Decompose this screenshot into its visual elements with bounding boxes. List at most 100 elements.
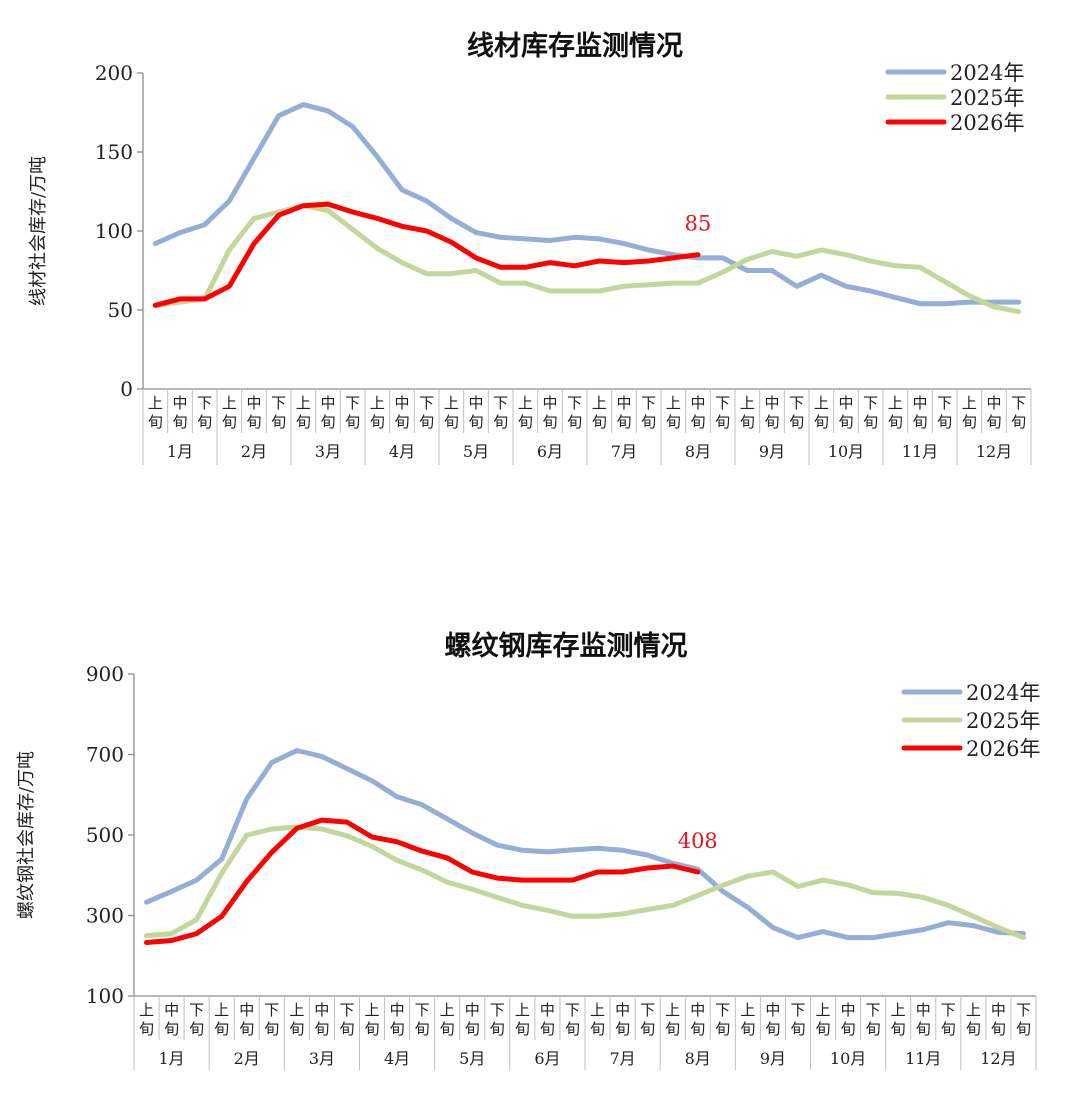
x-dekad-label: 上旬 — [590, 1001, 605, 1038]
x-month-label: 3月 — [315, 442, 341, 461]
x-dekad-label: 中旬 — [841, 1001, 856, 1038]
x-dekad-label: 上旬 — [966, 1001, 981, 1038]
x-month-label: 3月 — [309, 1049, 335, 1068]
x-dekad-label: 下旬 — [790, 1001, 805, 1038]
x-month-label: 10月 — [830, 1049, 866, 1068]
x-dekad-label: 下旬 — [567, 394, 582, 431]
x-dekad-label: 下旬 — [641, 394, 656, 431]
legend-label: 2025年 — [966, 709, 1040, 733]
x-dekad-label: 中旬 — [465, 1001, 480, 1038]
x-dekad-label: 中旬 — [320, 394, 335, 431]
x-dekad-label: 上旬 — [962, 394, 977, 431]
x-month-label: 10月 — [828, 442, 864, 461]
x-dekad-label: 下旬 — [863, 394, 878, 431]
legend-label: 2024年 — [966, 681, 1040, 705]
x-dekad-label: 下旬 — [345, 394, 360, 431]
x-dekad-label: 中旬 — [616, 394, 631, 431]
x-dekad-label: 中旬 — [765, 1001, 780, 1038]
y-tick-label: 50 — [108, 298, 133, 322]
last-value-label: 408 — [678, 829, 718, 853]
x-dekad-label: 下旬 — [189, 1001, 204, 1038]
x-dekad-label: 中旬 — [390, 1001, 405, 1038]
x-dekad-label: 中旬 — [690, 394, 705, 431]
x-dekad-label: 上旬 — [214, 1001, 229, 1038]
x-dekad-label: 上旬 — [148, 394, 163, 431]
y-axis-label: 线材社会库存/万吨 — [28, 156, 49, 306]
y-tick-label: 100 — [95, 219, 133, 243]
x-dekad-label: 下旬 — [415, 1001, 430, 1038]
x-dekad-label: 中旬 — [394, 394, 409, 431]
x-month-label: 11月 — [902, 442, 938, 461]
x-month-label: 1月 — [167, 442, 193, 461]
series-line-1 — [144, 824, 1026, 941]
x-dekad-label: 上旬 — [816, 1001, 831, 1038]
chart-title: 线材库存监测情况 — [467, 31, 683, 62]
y-tick-label: 900 — [86, 662, 124, 686]
x-dekad-label: 上旬 — [289, 1001, 304, 1038]
x-month-label: 9月 — [759, 442, 785, 461]
y-tick-label: 150 — [95, 140, 133, 164]
legend-label: 2026年 — [966, 737, 1040, 761]
x-dekad-label: 中旬 — [916, 1001, 931, 1038]
x-dekad-label: 中旬 — [314, 1001, 329, 1038]
legend-label: 2025年 — [950, 86, 1024, 110]
y-tick-label: 300 — [86, 904, 124, 928]
x-dekad-label: 上旬 — [222, 394, 237, 431]
x-dekad-label: 下旬 — [264, 1001, 279, 1038]
x-dekad-label: 上旬 — [888, 394, 903, 431]
series-line-0 — [144, 748, 1026, 941]
x-dekad-label: 下旬 — [419, 394, 434, 431]
x-month-label: 6月 — [537, 442, 563, 461]
x-dekad-label: 中旬 — [239, 1001, 254, 1038]
x-dekad-label: 下旬 — [715, 1001, 730, 1038]
x-dekad-label: 上旬 — [440, 1001, 455, 1038]
x-dekad-label: 上旬 — [891, 1001, 906, 1038]
wire-rod-inventory-chart: 线材库存监测情况线材社会库存/万吨050100150200上旬中旬下旬上旬中旬下… — [28, 31, 1032, 465]
rebar-inventory-chart: 螺纹钢库存监测情况螺纹钢社会库存/万吨100300500700900上旬中旬下旬… — [16, 631, 1040, 1070]
x-dekad-label: 下旬 — [1016, 1001, 1031, 1038]
x-dekad-label: 上旬 — [139, 1001, 154, 1038]
x-dekad-label: 上旬 — [814, 394, 829, 431]
x-dekad-label: 上旬 — [740, 1001, 755, 1038]
x-dekad-label: 中旬 — [540, 1001, 555, 1038]
x-month-label: 6月 — [534, 1049, 560, 1068]
y-tick-label: 200 — [95, 61, 133, 85]
x-dekad-label: 上旬 — [444, 394, 459, 431]
x-dekad-label: 下旬 — [715, 394, 730, 431]
x-dekad-label: 上旬 — [296, 394, 311, 431]
y-tick-label: 0 — [120, 377, 133, 401]
x-dekad-label: 中旬 — [690, 1001, 705, 1038]
x-dekad-label: 下旬 — [197, 394, 212, 431]
x-dekad-label: 上旬 — [666, 394, 681, 431]
series-line-2 — [144, 817, 701, 945]
x-month-label: 12月 — [980, 1049, 1016, 1068]
x-dekad-label: 中旬 — [991, 1001, 1006, 1038]
x-dekad-label: 中旬 — [986, 394, 1001, 431]
x-dekad-label: 中旬 — [764, 394, 779, 431]
x-month-label: 2月 — [234, 1049, 260, 1068]
legend-label: 2026年 — [950, 111, 1024, 135]
x-dekad-label: 下旬 — [866, 1001, 881, 1038]
x-dekad-label: 中旬 — [172, 394, 187, 431]
x-month-label: 9月 — [760, 1049, 786, 1068]
x-month-label: 7月 — [611, 442, 637, 461]
x-dekad-label: 中旬 — [615, 1001, 630, 1038]
y-tick-label: 100 — [86, 984, 124, 1008]
x-month-label: 4月 — [384, 1049, 410, 1068]
x-dekad-label: 下旬 — [640, 1001, 655, 1038]
x-month-label: 7月 — [609, 1049, 635, 1068]
x-dekad-label: 上旬 — [365, 1001, 380, 1038]
x-dekad-label: 下旬 — [490, 1001, 505, 1038]
x-dekad-label: 下旬 — [941, 1001, 956, 1038]
x-dekad-label: 下旬 — [789, 394, 804, 431]
x-month-label: 12月 — [976, 442, 1012, 461]
x-dekad-label: 中旬 — [838, 394, 853, 431]
x-dekad-label: 中旬 — [164, 1001, 179, 1038]
x-dekad-label: 下旬 — [271, 394, 286, 431]
y-axis-label: 螺纹钢社会库存/万吨 — [16, 751, 37, 919]
x-dekad-label: 上旬 — [665, 1001, 680, 1038]
x-dekad-label: 下旬 — [493, 394, 508, 431]
y-tick-label: 700 — [86, 743, 124, 767]
x-month-label: 2月 — [241, 442, 267, 461]
